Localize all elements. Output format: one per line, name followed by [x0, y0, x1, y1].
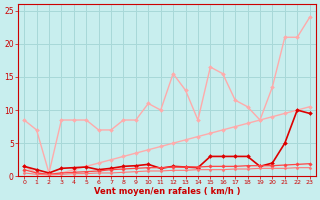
- X-axis label: Vent moyen/en rafales ( km/h ): Vent moyen/en rafales ( km/h ): [94, 187, 240, 196]
